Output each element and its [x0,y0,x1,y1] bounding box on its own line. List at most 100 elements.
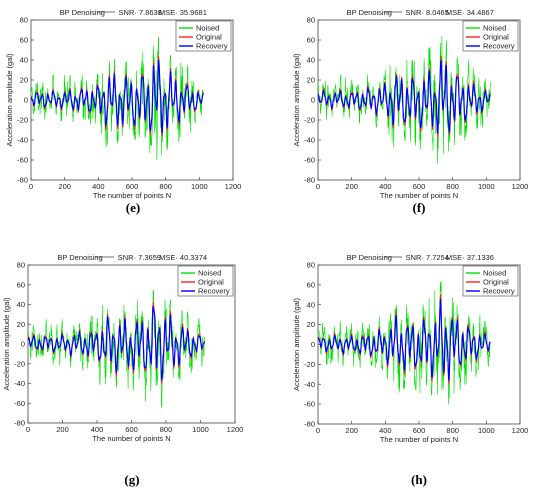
x-tick-label: 1000 [191,182,208,191]
chart-title: BP Denoising [347,8,392,17]
y-tick-label: 60 [20,36,28,45]
y-tick-label: 80 [307,16,315,25]
y-tick-label: 40 [20,56,28,65]
y-tick-label: -80 [304,420,315,429]
y-tick-label: -20 [304,360,315,369]
y-tick-label: -40 [17,136,28,145]
y-tick-label: 20 [307,320,315,329]
y-tick-label: 0 [21,340,25,349]
x-tick-label: 0 [29,182,33,191]
mse-label: MSE· 40.3374 [159,253,207,262]
y-axis-label: Acceleration amplitude (gal) [292,298,301,391]
snr-label: SNR· 7.7254 [406,253,449,262]
legend-label-original: Original [196,33,222,42]
chart-title: BP Denoising [347,253,392,262]
y-axis-label: Acceleration amplitude (gal) [292,53,301,146]
legend-label-noised: Noised [483,24,506,33]
snr-label: SNR· 7.3659 [118,253,161,262]
snr-label: SNR· 7.8638 [119,8,162,17]
panel-caption: (h) [411,472,427,487]
y-tick-label: -40 [304,380,315,389]
y-tick-label: 0 [24,96,28,105]
y-tick-label: 20 [17,320,25,329]
y-tick-label: 40 [307,56,315,65]
x-tick-label: 200 [345,426,358,435]
legend-label-original: Original [483,278,509,287]
y-tick-label: 0 [311,340,315,349]
series-line-noised [318,281,491,405]
x-tick-label: 1200 [227,425,244,434]
y-axis-label: Acceleration amplitude (gal) [5,53,14,146]
x-tick-label: 400 [92,182,105,191]
legend-label-noised: Noised [198,269,221,278]
mse-label: MSE· 35.9681 [159,8,207,17]
x-axis-label: The number of points N [380,191,458,200]
y-tick-label: 80 [307,261,315,270]
y-tick-label: -80 [304,176,315,185]
series-group [318,281,491,405]
x-tick-label: 800 [159,182,172,191]
x-tick-label: 600 [413,426,426,435]
y-tick-label: -60 [17,156,28,165]
mse-label: MSE· 37.1336 [446,253,494,262]
x-tick-label: 1000 [192,425,209,434]
legend-label-recovery: Recovery [483,42,515,51]
y-tick-label: -60 [304,400,315,409]
y-tick-label: -20 [14,359,25,368]
x-tick-label: 800 [446,182,459,191]
x-tick-label: 1000 [478,182,495,191]
y-tick-label: -20 [304,116,315,125]
x-tick-label: 800 [160,425,173,434]
legend-label-original: Original [483,33,509,42]
y-tick-label: -40 [304,136,315,145]
mse-label: MSE· 34.4867 [446,8,494,17]
x-axis-label: The number of points N [380,435,458,444]
x-tick-label: 0 [316,426,320,435]
series-line-recovery [318,298,491,381]
series-group [28,289,206,409]
series-line-recovery [31,60,204,134]
y-tick-label: 60 [307,280,315,289]
legend-box [177,265,234,297]
x-tick-label: 0 [26,425,30,434]
x-tick-label: 200 [345,182,358,191]
series-line-recovery [28,305,206,381]
x-tick-label: 800 [446,426,459,435]
x-tick-label: 600 [125,425,138,434]
y-tick-label: 60 [17,280,25,289]
y-tick-label: 40 [307,300,315,309]
y-tick-label: -60 [304,156,315,165]
legend-label-recovery: Recovery [196,42,228,51]
y-tick-label: -20 [17,116,28,125]
chart-title: BP Denoising [60,8,105,17]
legend-label-noised: Noised [196,24,219,33]
x-tick-label: 0 [316,182,320,191]
series-group [31,36,204,161]
y-tick-label: -80 [14,419,25,428]
x-axis-label: The number of points N [93,191,171,200]
legend-label-original: Original [198,278,224,287]
y-tick-label: -60 [14,399,25,408]
x-tick-label: 1000 [478,426,495,435]
panel-caption: (f) [413,200,426,215]
x-axis-label: The number of points N [92,434,170,443]
x-tick-label: 1200 [512,426,529,435]
y-tick-label: 80 [17,261,25,270]
x-tick-label: 200 [56,425,69,434]
panel-caption: (e) [126,200,140,215]
y-tick-label: -80 [17,176,28,185]
series-group [318,36,491,164]
x-tick-label: 1200 [225,182,242,191]
x-tick-label: 600 [126,182,139,191]
y-axis-label: Acceleration amplitude (gal) [2,297,11,390]
y-tick-label: 40 [17,300,25,309]
series-line-recovery [318,60,491,134]
